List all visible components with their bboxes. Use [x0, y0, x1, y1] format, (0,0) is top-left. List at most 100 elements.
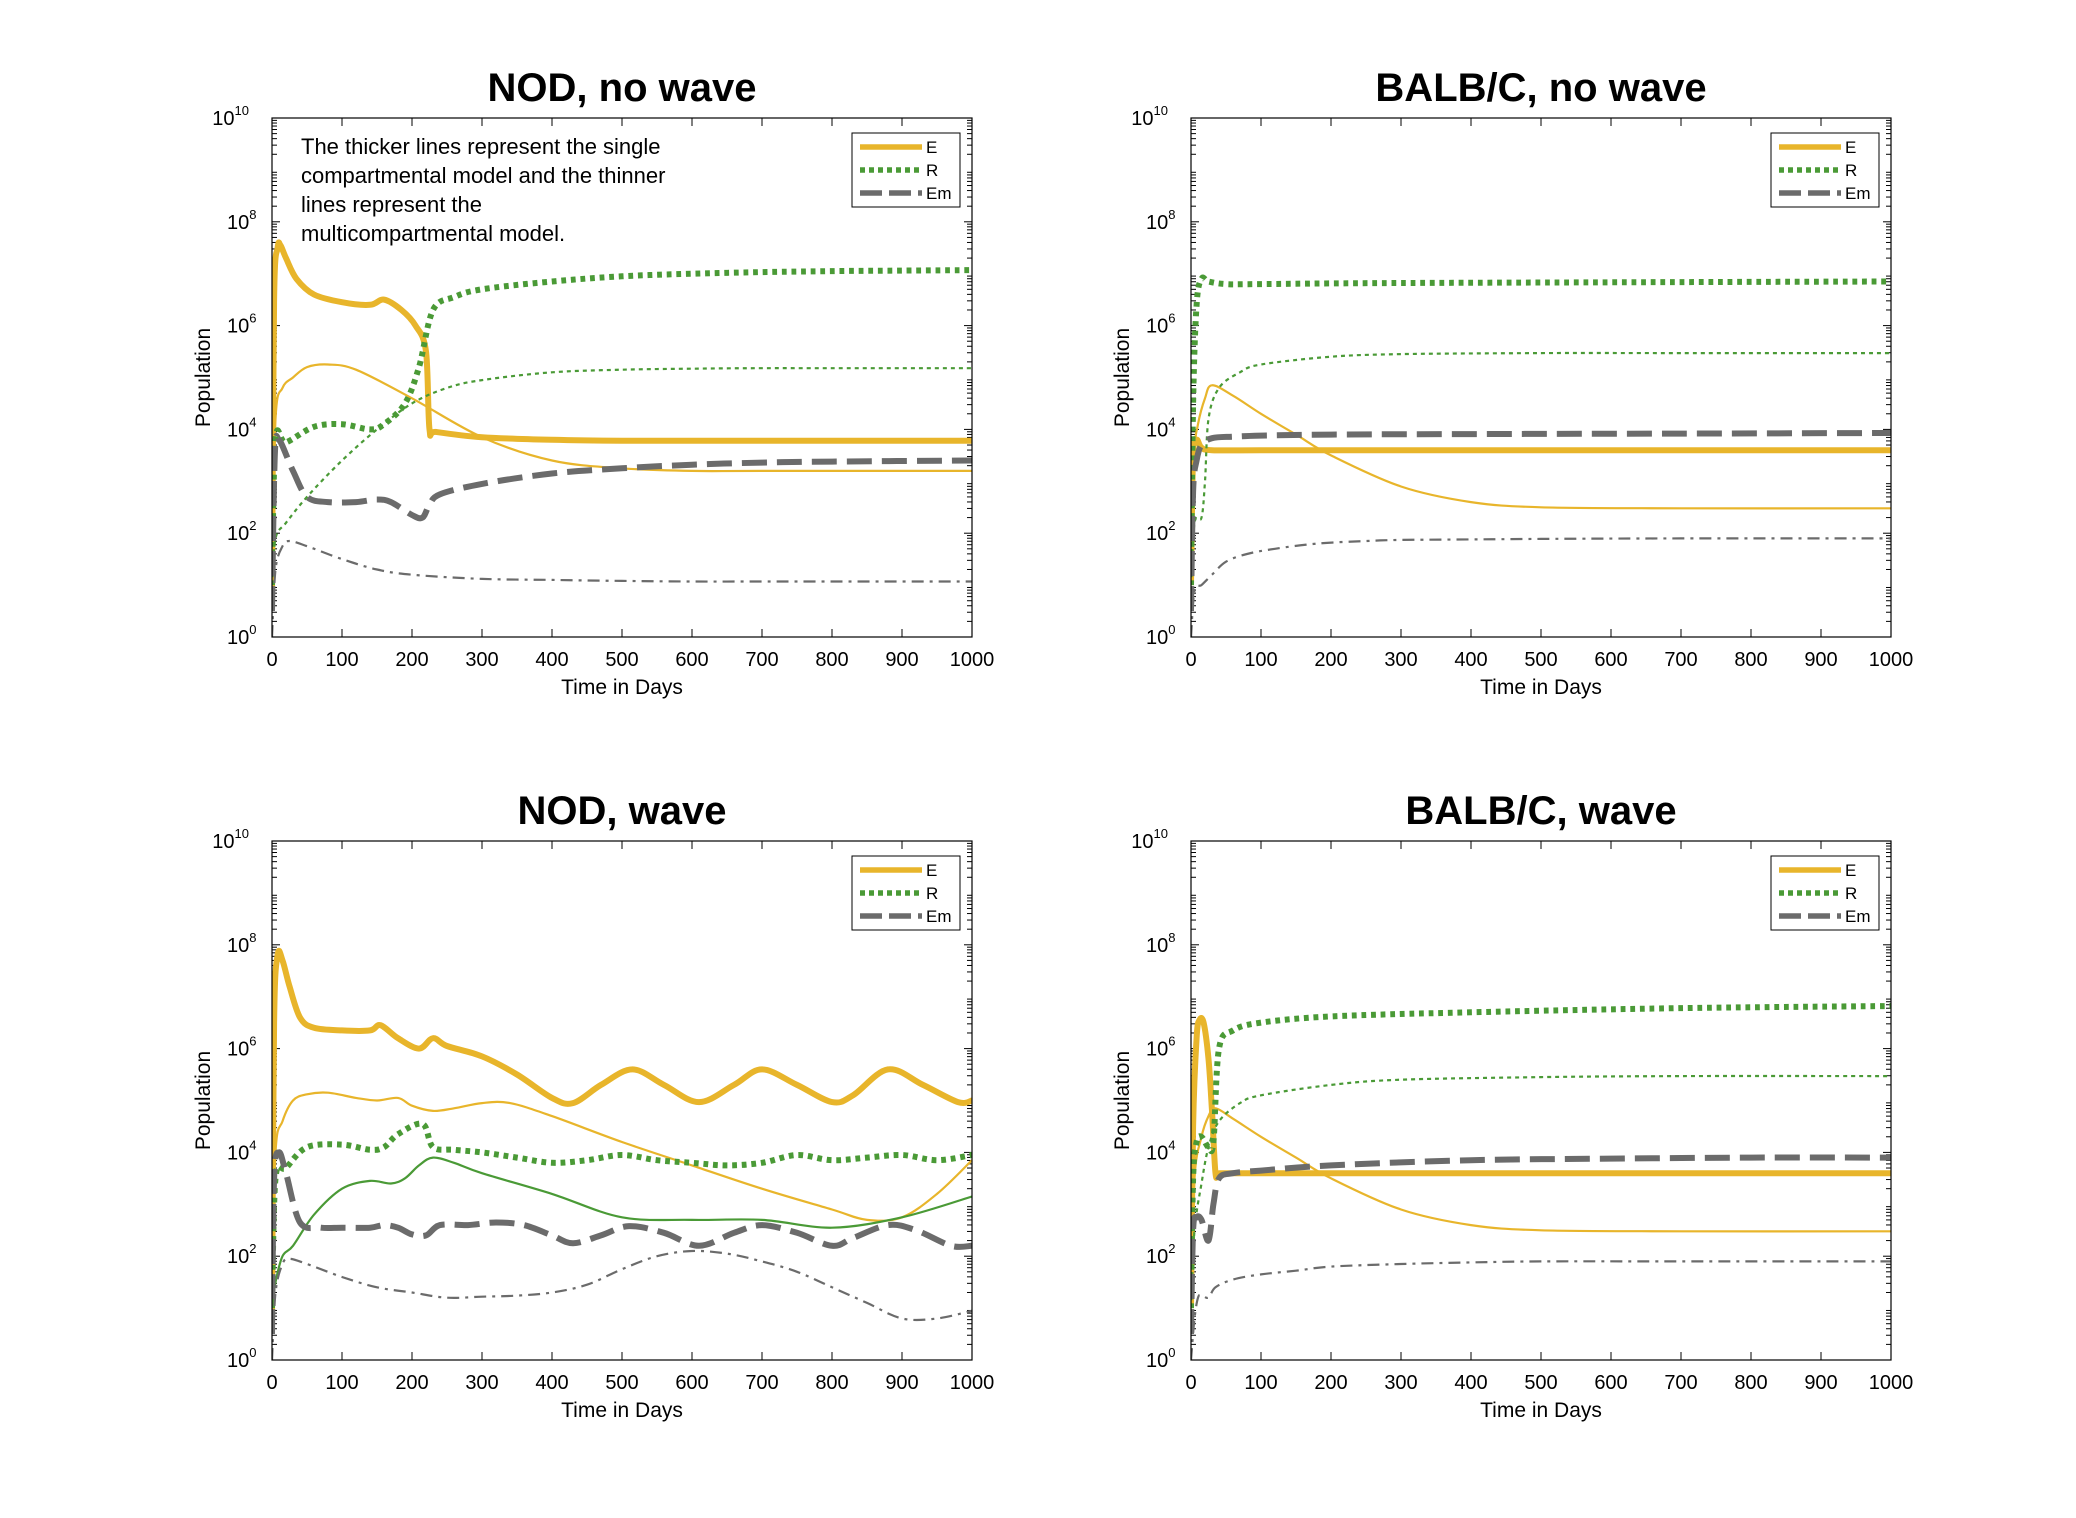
legend-label-e: E: [926, 138, 937, 157]
x-tick-label: 200: [395, 1372, 428, 1394]
y-axis-label: Population: [192, 1051, 215, 1150]
series-r-thin-line: [272, 1156, 972, 1309]
y-tick-label: 100: [1146, 1345, 1175, 1372]
y-tick-label: 102: [227, 1241, 256, 1268]
legend-label-em: Em: [1845, 184, 1871, 203]
x-tick-label: 200: [395, 649, 428, 671]
x-tick-label: 0: [1185, 649, 1196, 671]
series-r-thick-line: [1191, 274, 1891, 586]
legend: ER Em: [851, 132, 961, 208]
y-tick-label: 1010: [212, 103, 249, 130]
legend-label-em: Em: [926, 184, 952, 203]
y-tick-label: 104: [227, 1137, 256, 1164]
axes-frame: [1190, 117, 1892, 638]
x-tick-label: 700: [1664, 1372, 1697, 1394]
x-tick-label: 600: [675, 649, 708, 671]
series-e-thick-line: [272, 947, 972, 1319]
y-tick-label: 1010: [212, 826, 249, 853]
legend-label-e: E: [1845, 138, 1856, 157]
y-axis-label: Population: [1111, 328, 1134, 427]
series-group: [1191, 1003, 1891, 1360]
x-axis-label: Time in Days: [561, 1399, 683, 1422]
x-tick-label: 400: [1454, 649, 1487, 671]
axes-frame: [1190, 840, 1892, 1361]
x-tick-label: 300: [1384, 649, 1417, 671]
x-tick-label: 0: [266, 1372, 277, 1394]
x-tick-label: 400: [535, 1372, 568, 1394]
series-em-thick-line: [1191, 1154, 1891, 1335]
series-r-thick-line: [272, 267, 972, 586]
annotation-line: compartmental model and the thinner: [301, 163, 665, 188]
x-tick-label: 100: [325, 1372, 358, 1394]
series-e-thin-line: [272, 363, 972, 586]
x-tick-label: 1000: [1869, 649, 1914, 671]
x-tick-label: 500: [1524, 649, 1557, 671]
x-tick-label: 0: [1185, 1372, 1196, 1394]
legend-label-r: R: [1845, 161, 1857, 180]
y-tick-label: 102: [227, 518, 256, 545]
x-tick-label: 800: [1734, 649, 1767, 671]
x-tick-label: 700: [745, 1372, 778, 1394]
y-tick-label: 104: [227, 414, 256, 441]
chart-panel-2: 0 100 200 300 400 500 600 700 800 900 1000 100 102 10…: [1111, 66, 1913, 699]
x-tick-label: 300: [465, 649, 498, 671]
legend: ER Em: [1770, 855, 1880, 931]
y-tick-label: 106: [1146, 311, 1175, 338]
y-tick-label: 100: [227, 622, 256, 649]
chart-title: NOD, wave: [518, 789, 727, 833]
legend-label-em: Em: [1845, 907, 1871, 926]
x-tick-label: 300: [1384, 1372, 1417, 1394]
x-tick-label: 900: [885, 1372, 918, 1394]
chart-title: BALB/C, wave: [1405, 789, 1676, 833]
y-tick-label: 104: [1146, 414, 1175, 441]
series-e-thick-line: [1191, 1014, 1891, 1309]
legend-label-r: R: [926, 884, 938, 903]
series-em-thick-line: [272, 432, 972, 612]
y-tick-label: 100: [1146, 622, 1175, 649]
y-tick-label: 106: [227, 311, 256, 338]
legend: ER Em: [1770, 132, 1880, 208]
legend-label-e: E: [926, 861, 937, 880]
x-axis-label: Time in Days: [1480, 676, 1602, 699]
y-tick-label: 108: [1146, 930, 1175, 957]
y-tick-label: 106: [227, 1034, 256, 1061]
x-tick-label: 500: [605, 1372, 638, 1394]
series-r-thin-line: [1191, 351, 1891, 586]
y-tick-label: 108: [227, 930, 256, 957]
legend: ER Em: [851, 855, 961, 931]
series-r-thin-line: [272, 367, 972, 586]
x-tick-label: 200: [1314, 1372, 1347, 1394]
annotation-line: The thicker lines represent the single: [301, 134, 661, 159]
x-tick-label: 1000: [950, 1372, 995, 1394]
chart-panel-3: 0 100 200 300 400 500 600 700 800 900 1000 100 102 10…: [192, 789, 994, 1422]
series-em-thick-line: [272, 1149, 972, 1335]
y-tick-label: 1010: [1131, 103, 1168, 130]
x-tick-label: 900: [885, 649, 918, 671]
series-r-thick-line: [272, 1120, 972, 1309]
y-tick-label: 104: [1146, 1137, 1175, 1164]
x-tick-label: 800: [1734, 1372, 1767, 1394]
y-tick-label: 108: [227, 207, 256, 234]
x-tick-label: 600: [1594, 649, 1627, 671]
x-tick-label: 1000: [950, 649, 995, 671]
y-tick-label: 102: [1146, 1241, 1175, 1268]
x-tick-label: 600: [1594, 1372, 1627, 1394]
y-axis-label: Population: [192, 328, 215, 427]
legend-label-em: Em: [926, 907, 952, 926]
y-axis-label: Population: [1111, 1051, 1134, 1150]
x-tick-label: 100: [1244, 1372, 1277, 1394]
series-em-thick-line: [1191, 430, 1891, 612]
series-em-thin-line: [1191, 537, 1891, 637]
x-tick-label: 600: [675, 1372, 708, 1394]
x-tick-label: 100: [1244, 649, 1277, 671]
series-e-thick-line: [1191, 435, 1891, 586]
legend-label-r: R: [926, 161, 938, 180]
annotation-line: multicompartmental model.: [301, 221, 565, 246]
x-tick-label: 200: [1314, 649, 1347, 671]
x-tick-label: 300: [465, 1372, 498, 1394]
x-tick-label: 800: [815, 649, 848, 671]
x-tick-label: 500: [1524, 1372, 1557, 1394]
series-group: [272, 239, 972, 637]
legend-label-r: R: [1845, 884, 1857, 903]
x-tick-label: 400: [535, 649, 568, 671]
